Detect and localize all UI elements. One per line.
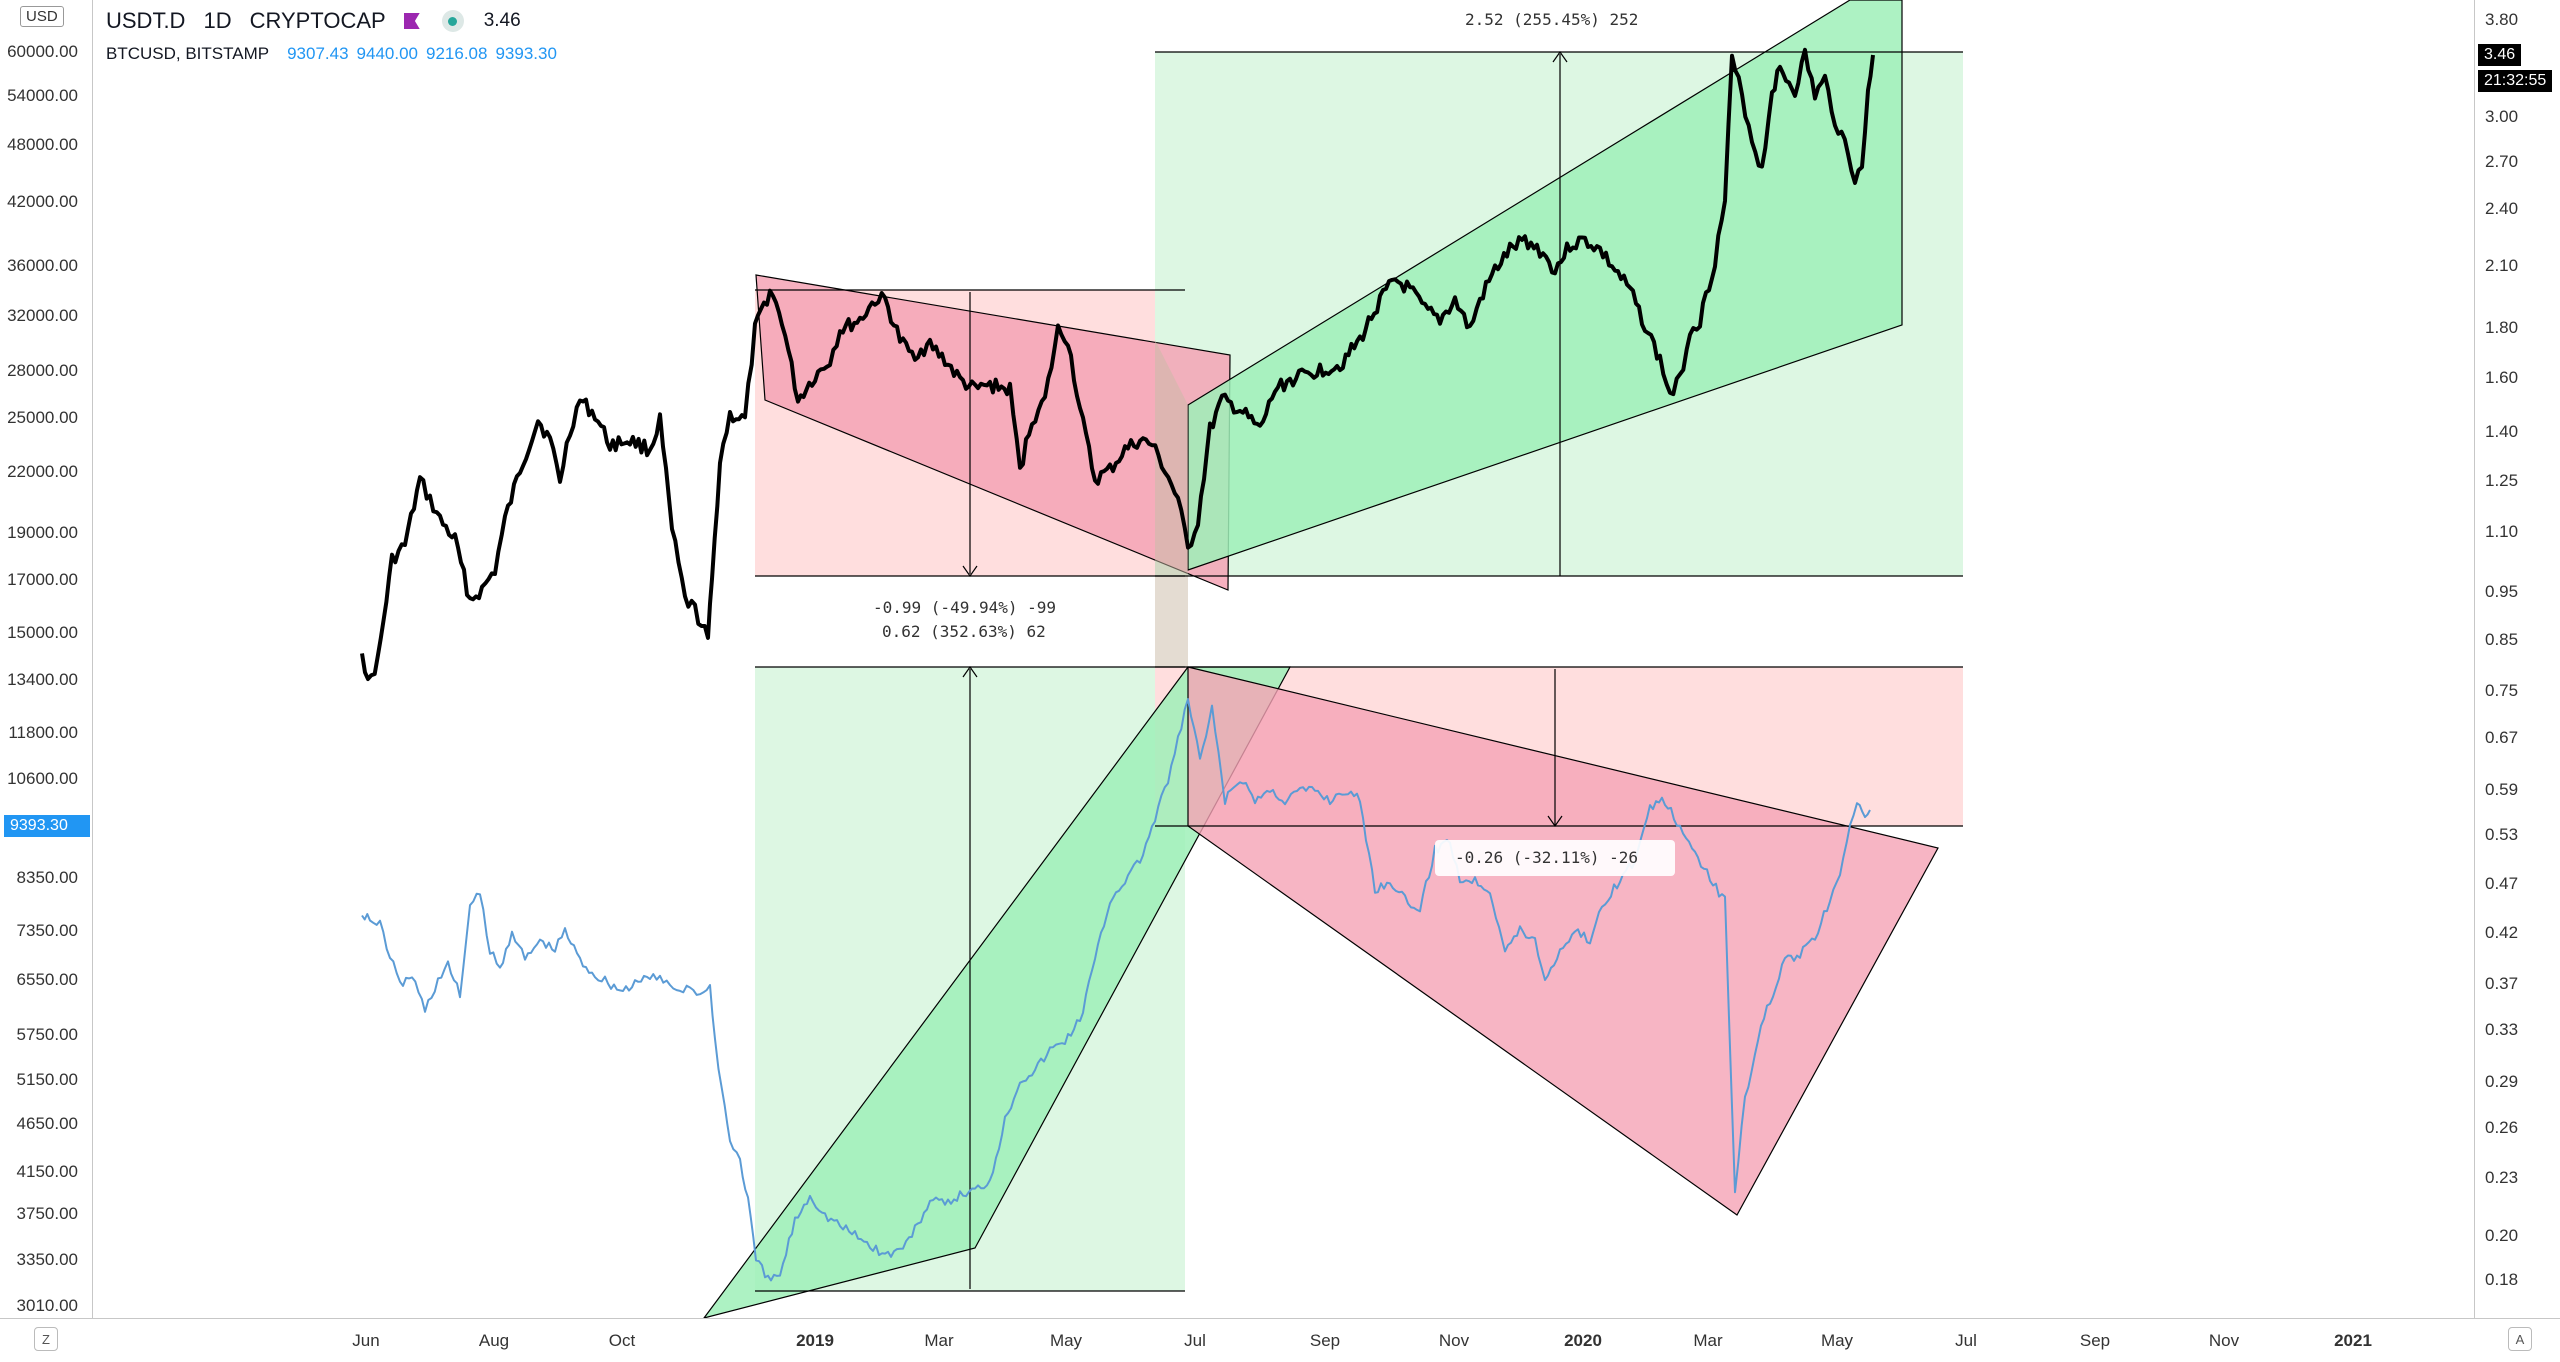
- usdt-up-measure-label: 2.52 (255.45%) 252: [1465, 10, 1639, 29]
- left-axis-tick: 3350.00: [16, 1250, 78, 1269]
- measure-label-box: [1435, 840, 1675, 876]
- right-axis-tick: 0.85: [2485, 630, 2519, 649]
- usdt-dominance-line: [360, 47, 1875, 681]
- right-axis-tick: 0.18: [2485, 1270, 2519, 1289]
- right-axis-tick: 0.67: [2485, 728, 2519, 747]
- btc-price-line: [361, 698, 1871, 1282]
- btc-down-measure-label: -0.26 (-32.11%) -26: [1455, 848, 1639, 867]
- compare-legend[interactable]: BTCUSD, BITSTAMP 9307.43 9440.00 9216.08…: [106, 44, 557, 64]
- right-axis-tick: 1.25: [2485, 471, 2519, 490]
- left-axis-tick: 25000.00: [7, 408, 78, 427]
- left-axis-tick: 22000.00: [7, 462, 78, 481]
- btc-up-measure-label: 0.62 (352.63%) 62: [882, 622, 1046, 641]
- left-price-axis[interactable]: USD 60000.00 54000.00 48000.00 42000.00 3600…: [0, 0, 93, 1318]
- compare-close: 9393.30: [495, 44, 557, 63]
- currency-badge[interactable]: USD: [20, 6, 64, 27]
- exchange-name: CRYPTOCAP: [249, 8, 386, 33]
- left-axis-tick: 13400.00: [7, 670, 78, 689]
- time-axis-tick: Jul: [1184, 1331, 1206, 1350]
- time-axis-tick: May: [1820, 1331, 1854, 1350]
- log-scale-toggle[interactable]: Z: [34, 1327, 58, 1351]
- right-axis-tick: 2.70: [2485, 152, 2519, 171]
- left-price-badge: 9393.30: [4, 815, 90, 837]
- time-axis-tick: 2020: [1564, 1331, 1602, 1350]
- time-axis[interactable]: Jun Aug Oct 2019 Mar May Jul Sep Nov 2020 Mar May Ju…: [0, 1318, 2560, 1362]
- compare-low: 9216.08: [426, 44, 488, 63]
- symbol-name[interactable]: USDT.D: [106, 8, 186, 33]
- time-axis-tick: Jun: [352, 1331, 380, 1350]
- time-axis-tick: May: [1049, 1331, 1083, 1350]
- right-axis-tick: 0.23: [2485, 1168, 2519, 1187]
- left-axis-tick: 19000.00: [7, 523, 78, 542]
- right-axis-tick: 2.40: [2485, 199, 2519, 218]
- left-axis-tick: 17000.00: [7, 570, 78, 589]
- time-axis-tick: Mar: [924, 1331, 954, 1350]
- left-axis-tick: 5750.00: [16, 1025, 78, 1044]
- left-axis-tick: 36000.00: [7, 256, 78, 275]
- market-status-icon[interactable]: [441, 10, 464, 32]
- overlap-zone: [1155, 340, 1188, 667]
- compare-open: 9307.43: [287, 44, 349, 63]
- left-axis-tick: 4150.00: [16, 1162, 78, 1181]
- right-price-badge: 3.46: [2478, 44, 2522, 66]
- left-axis-tick: 28000.00: [7, 361, 78, 380]
- right-axis-tick: 0.59: [2485, 780, 2519, 799]
- time-axis-tick: 2021: [2334, 1331, 2372, 1350]
- auto-scale-toggle[interactable]: A: [2508, 1327, 2532, 1351]
- left-axis-tick: 11800.00: [8, 723, 78, 742]
- countdown-badge: 21:32:55: [2478, 70, 2553, 92]
- left-axis-tick: 4650.00: [16, 1114, 78, 1133]
- right-axis-tick: 3.00: [2485, 107, 2519, 126]
- time-axis-tick: 2019: [796, 1331, 834, 1350]
- left-axis-tick: 48000.00: [7, 135, 78, 154]
- main-legend[interactable]: USDT.D 1D CRYPTOCAP 3.46: [106, 8, 521, 34]
- left-axis-tick: 54000.00: [7, 86, 78, 105]
- right-axis-tick: 0.37: [2485, 974, 2519, 993]
- usdt-down-measure-label: -0.99 (-49.94%) -99: [873, 598, 1057, 617]
- right-axis-tick: 0.75: [2485, 681, 2519, 700]
- interval[interactable]: 1D: [203, 8, 232, 33]
- right-price-axis[interactable]: 3.80 3.00 2.70 2.40 2.10 1.80 1.60 1.40 1.25 1.10…: [2474, 0, 2560, 1318]
- right-axis-tick: 3.80: [2485, 10, 2519, 29]
- time-axis-tick: Oct: [608, 1331, 636, 1350]
- left-axis-tick: 15000.00: [7, 623, 78, 642]
- usdt-falling-channel[interactable]: [755, 274, 1231, 591]
- time-axis-tick: Aug: [478, 1331, 510, 1350]
- right-axis-tick: 0.53: [2485, 825, 2519, 844]
- left-axis-tick: 3010.00: [16, 1296, 78, 1315]
- left-axis-tick: 8350.00: [16, 868, 78, 887]
- flag-icon[interactable]: [403, 13, 420, 29]
- measure-lines: [755, 50, 1963, 1292]
- left-axis-tick: 32000.00: [7, 306, 78, 325]
- right-axis-tick: 0.26: [2485, 1118, 2519, 1137]
- right-axis-tick: 1.80: [2485, 318, 2519, 337]
- time-axis-tick: Sep: [1309, 1331, 1341, 1350]
- time-axis-tick: Nov: [2208, 1331, 2240, 1350]
- right-axis-tick: 0.42: [2485, 923, 2519, 942]
- right-axis-tick: 1.60: [2485, 368, 2519, 387]
- right-axis-tick: 2.10: [2485, 256, 2519, 275]
- right-axis-tick: 0.29: [2485, 1072, 2519, 1091]
- compare-high: 9440.00: [356, 44, 418, 63]
- left-axis-tick: 5150.00: [16, 1070, 78, 1089]
- right-axis-tick: 1.10: [2485, 522, 2519, 541]
- time-axis-tick: Sep: [2079, 1331, 2111, 1350]
- right-axis-tick: 1.40: [2485, 422, 2519, 441]
- time-axis-tick: Jul: [1955, 1331, 1977, 1350]
- right-axis-tick: 0.47: [2485, 874, 2519, 893]
- time-axis-tick: Nov: [1438, 1331, 1470, 1350]
- left-axis-tick: 6550.00: [16, 970, 78, 989]
- left-axis-tick: 60000.00: [7, 42, 78, 61]
- right-axis-tick: 0.95: [2485, 582, 2519, 601]
- left-axis-tick: 42000.00: [7, 192, 78, 211]
- left-axis-tick: 10600.00: [7, 769, 78, 788]
- compare-symbol[interactable]: BTCUSD, BITSTAMP: [106, 44, 270, 63]
- time-axis-tick: Mar: [1693, 1331, 1723, 1350]
- last-value: 3.46: [483, 10, 521, 31]
- left-axis-tick: 3750.00: [16, 1204, 78, 1223]
- right-axis-tick: 0.33: [2485, 1020, 2519, 1039]
- right-axis-tick: 0.20: [2485, 1226, 2519, 1245]
- left-axis-tick: 7350.00: [16, 921, 78, 940]
